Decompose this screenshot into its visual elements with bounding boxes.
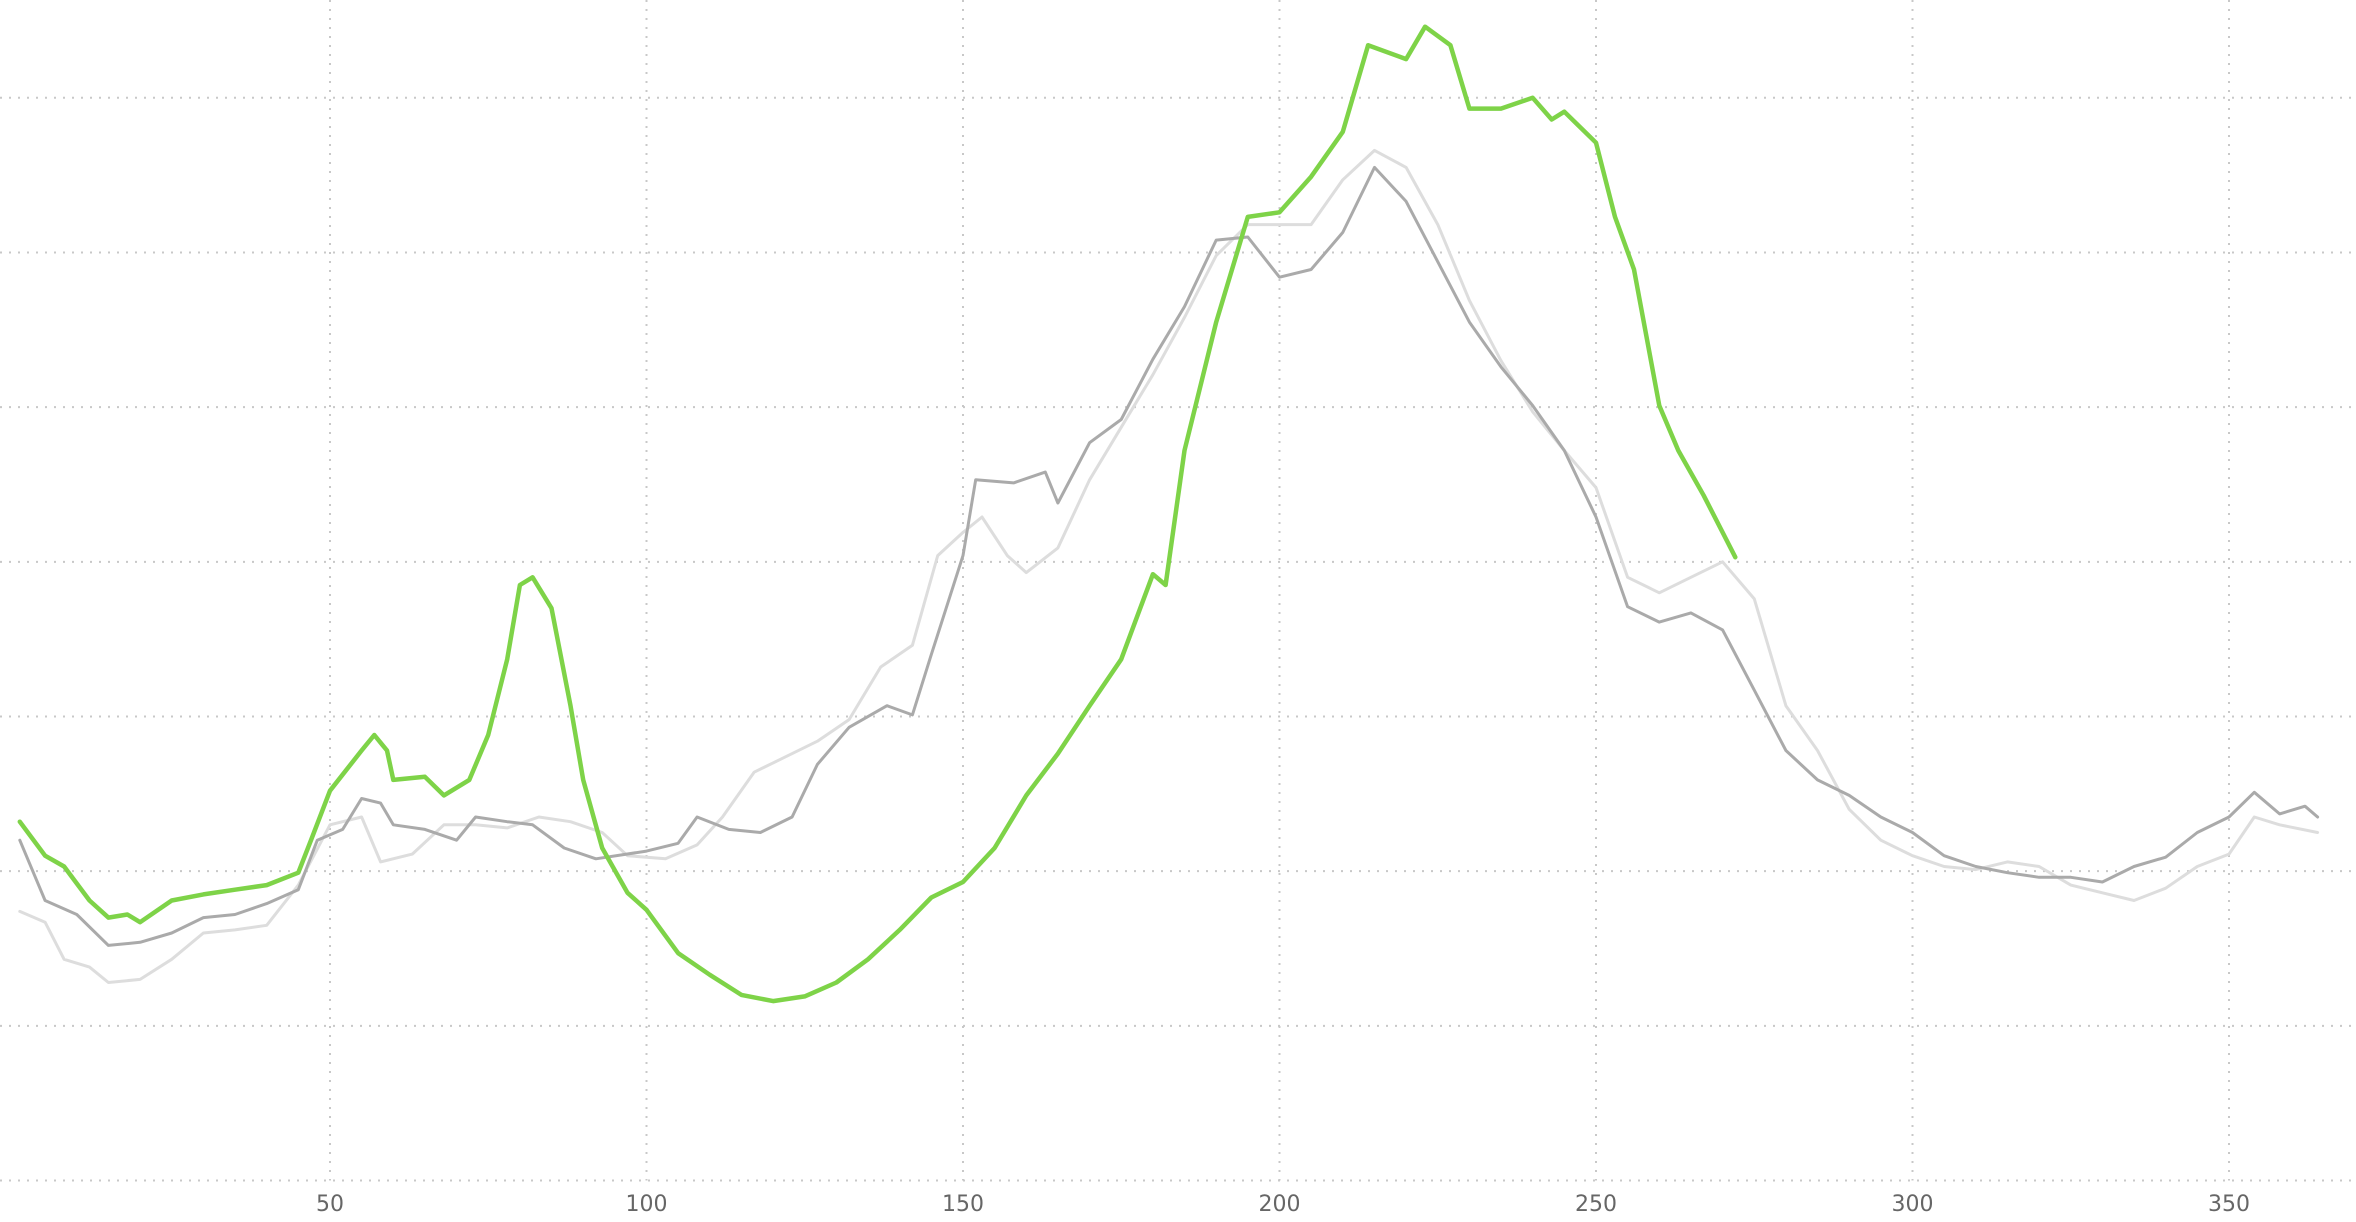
x-tick-label: 300 [1892,1192,1934,1217]
x-tick-label: 250 [1575,1192,1617,1217]
x-tick-label: 350 [2208,1192,2250,1217]
data-line [18,165,2320,947]
x-tick-label: 100 [626,1192,668,1217]
x-tick-label: 50 [316,1192,344,1217]
x-tick-label: 200 [1259,1192,1301,1217]
data-line [18,148,2320,984]
data-line [17,24,1738,1004]
x-tick-label: 150 [942,1192,984,1217]
